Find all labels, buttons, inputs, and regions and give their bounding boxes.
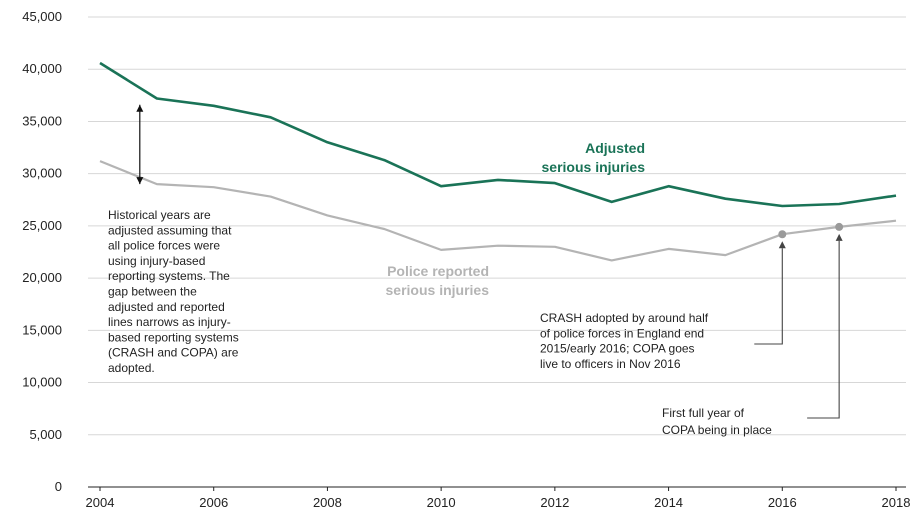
gap-note-line: reporting systems. The [108, 269, 230, 283]
x-tick-label: 2006 [199, 495, 228, 510]
police-reported-series-label: Police reported [387, 263, 489, 279]
x-tick-label: 2008 [313, 495, 342, 510]
copa-arrow-head [835, 233, 843, 241]
copa-note: First full year of COPA being in place [662, 406, 772, 437]
x-tick-label: 2012 [540, 495, 569, 510]
gap-note-line: adjusted assuming that [108, 223, 232, 237]
y-axis-tick-labels: 0 5,000 10,000 15,000 20,000 25,000 30,000 35,0… [22, 9, 62, 494]
y-tick-label: 10,000 [22, 375, 62, 390]
y-tick-label: 20,000 [22, 270, 62, 285]
y-tick-label: 5,000 [29, 427, 62, 442]
x-tick-label: 2004 [86, 495, 115, 510]
gap-note-line: using injury-based [108, 254, 205, 268]
copa-note-line: First full year of [662, 406, 745, 420]
y-tick-label: 40,000 [22, 61, 62, 76]
x-axis-tick-labels: 2004 2006 2008 2010 2012 2014 2016 2018 [86, 487, 911, 510]
y-tick-label: 45,000 [22, 9, 62, 24]
data-point-marker [835, 222, 844, 231]
crash-note-line: of police forces in England end [540, 326, 704, 340]
series-labels: Adjusted serious injuries Police reported s… [386, 140, 646, 298]
copa-note-line: COPA being in place [662, 423, 772, 437]
crash-note-line: live to officers in Nov 2016 [540, 357, 681, 371]
series-lines [99, 61, 897, 262]
gap-note-line: adopted. [108, 361, 155, 375]
y-tick-label: 30,000 [22, 166, 62, 181]
gap-note-line: adjusted and reported [108, 300, 225, 314]
gap-note-line: all police forces were [108, 239, 220, 253]
y-tick-label: 15,000 [22, 322, 62, 337]
data-markers [778, 222, 844, 239]
crash-connector [754, 248, 783, 345]
adjusted-series-line [99, 61, 897, 208]
gap-arrow-head-down [136, 177, 144, 185]
gap-note-line: gap between the [108, 285, 197, 299]
y-tick-label: 35,000 [22, 113, 62, 128]
crash-arrow-head [778, 241, 786, 249]
x-tick-label: 2010 [427, 495, 456, 510]
gap-note-line: Historical years are [108, 208, 211, 222]
copa-connector [807, 240, 840, 419]
gap-note-line: (CRASH and COPA) are [108, 346, 239, 360]
adjusted-series-label: Adjusted [585, 140, 645, 156]
gridlines [88, 16, 906, 488]
adjusted-series-label: serious injuries [542, 159, 646, 175]
crash-note-line: CRASH adopted by around half [540, 311, 709, 325]
x-tick-label: 2014 [654, 495, 683, 510]
x-tick-label: 2016 [768, 495, 797, 510]
y-tick-label: 25,000 [22, 218, 62, 233]
x-tick-label: 2018 [882, 495, 911, 510]
gap-note-line: based reporting systems [108, 330, 239, 344]
crash-note-line: 2015/early 2016; COPA goes [540, 342, 695, 356]
data-point-marker [778, 230, 787, 239]
police-reported-series-line [99, 160, 897, 262]
gap-arrow-head-up [136, 104, 144, 112]
y-tick-label: 0 [55, 479, 62, 494]
police-reported-series-label: serious injuries [386, 282, 490, 298]
gap-note-line: lines narrows as injury- [108, 315, 231, 329]
